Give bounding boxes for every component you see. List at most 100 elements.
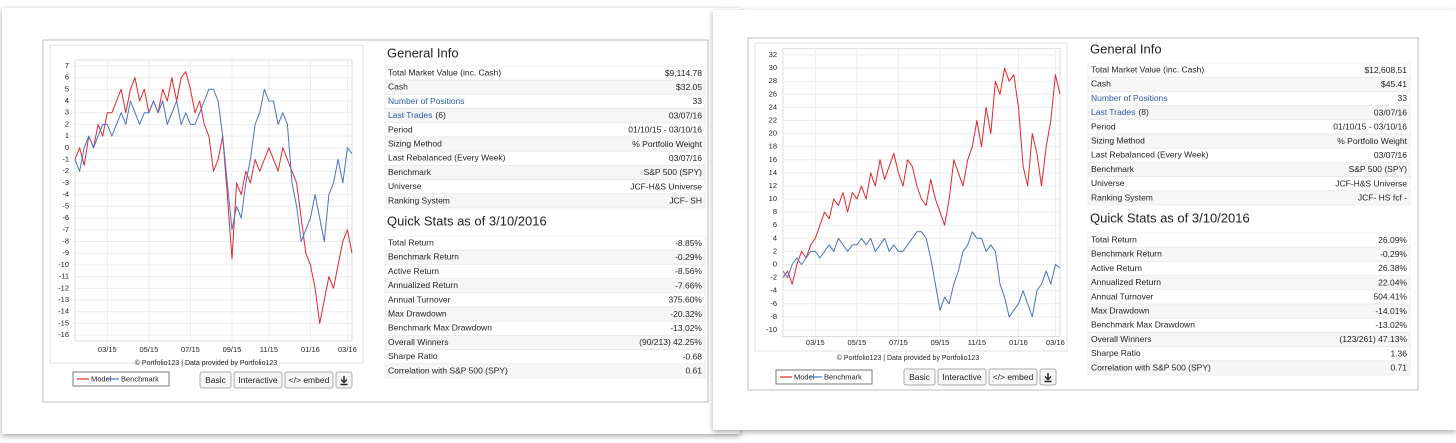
button-label[interactable]: Basic: [909, 372, 931, 382]
link-label[interactable]: Number of Positions: [388, 96, 465, 106]
row-label: Annual Turnover: [1091, 292, 1154, 302]
y-tick-label: -13: [58, 295, 69, 304]
link-value[interactable]: 33: [693, 96, 703, 106]
download-icon[interactable]: [1044, 373, 1052, 383]
table-row: [384, 79, 706, 95]
row-label: Universe: [388, 181, 422, 191]
y-tick-label: 3: [65, 108, 69, 117]
button-frame[interactable]: [199, 371, 232, 389]
button-label[interactable]: </> embed: [289, 375, 330, 385]
legend-label: Benchmark: [824, 372, 862, 381]
row-label: Universe: [1091, 178, 1125, 188]
y-tick-label: 12: [769, 181, 777, 190]
button-frame[interactable]: [903, 368, 936, 386]
button-frame[interactable]: [988, 368, 1038, 386]
link-label[interactable]: Last Trades: [388, 110, 432, 120]
row-label: Max Drawdown: [388, 309, 447, 319]
row-value: -14.01%: [1375, 306, 1407, 316]
button-label[interactable]: Interactive: [942, 372, 981, 382]
button[interactable]: Basic: [903, 368, 936, 386]
x-tick-label: 09/15: [931, 338, 950, 347]
download-button[interactable]: [1039, 368, 1057, 386]
row-label: Period: [388, 125, 413, 135]
y-tick-label: 2: [65, 119, 69, 128]
label-text: Annualized Return: [1091, 277, 1161, 287]
y-tick-label: 32: [769, 50, 777, 59]
label-text: Benchmark Max Drawdown: [388, 323, 492, 333]
row-label: Overall Winners: [1091, 334, 1151, 344]
label-text: Annual Turnover: [1091, 292, 1154, 302]
label-text: Benchmark: [388, 167, 432, 177]
button-frame[interactable]: [937, 368, 987, 386]
y-tick-label: 0: [65, 143, 69, 152]
x-tick-label: 11/15: [260, 345, 278, 354]
section-title: Quick Stats as of 3/10/2016: [1090, 210, 1250, 225]
row-label: Benchmark: [1091, 164, 1135, 174]
label-text: Total Market Value (inc. Cash): [1091, 65, 1204, 75]
button[interactable]: Interactive: [937, 368, 987, 386]
link-value[interactable]: JCF-H&S Universe: [1335, 178, 1407, 188]
label-text: Correlation with S&P 500 (SPY): [1091, 363, 1211, 373]
download-button[interactable]: [335, 371, 353, 389]
row-label: Total Return: [388, 238, 434, 248]
row-value: S&P 500 (SPY): [644, 167, 703, 177]
row-value: % Portfolio Weight: [1337, 136, 1407, 146]
plot-area: [74, 59, 353, 342]
row-value: % Portfolio Weight: [632, 139, 702, 149]
label-text: Total Return: [388, 238, 434, 248]
button[interactable]: </> embed: [988, 368, 1038, 386]
link-value[interactable]: 03/07/16: [1374, 107, 1407, 117]
label-text: Overall Winners: [388, 337, 448, 347]
row-label: Sharpe Ratio: [388, 351, 438, 361]
x-tick-label: 11/15: [968, 338, 986, 347]
label-text: Period: [1091, 122, 1116, 132]
link-value[interactable]: 03/07/16: [669, 110, 702, 120]
row-label: Last Rebalanced (Every Week): [1091, 150, 1209, 160]
label-text: Sizing Method: [388, 139, 442, 149]
y-tick-label: 7: [65, 61, 69, 70]
row-label: Ranking System: [388, 196, 450, 206]
label-text: Overall Winners: [1091, 334, 1151, 344]
label-text: Correlation with S&P 500 (SPY): [388, 366, 508, 376]
row-label: Cash: [388, 82, 408, 92]
y-tick-label: 5: [65, 84, 69, 93]
row-label: Benchmark Max Drawdown: [388, 323, 492, 333]
button-label[interactable]: Interactive: [238, 375, 277, 385]
link-label[interactable]: Number of Positions: [1091, 93, 1168, 103]
button-frame[interactable]: [284, 371, 334, 389]
button[interactable]: Basic: [199, 371, 232, 389]
row-value: 375.60%: [668, 295, 702, 305]
button[interactable]: </> embed: [284, 371, 334, 389]
download-icon[interactable]: [340, 376, 348, 386]
x-tick-label: 01/16: [301, 345, 320, 354]
link-value[interactable]: 33: [1398, 93, 1408, 103]
row-value: -8.85%: [675, 238, 702, 248]
row-value: (123/261) 47.13%: [1339, 334, 1407, 344]
link-value[interactable]: JCF- SH: [669, 196, 702, 206]
label-text: Cash: [388, 82, 408, 92]
row-value: 504.41%: [1373, 292, 1407, 302]
row-value: -8.56%: [675, 266, 702, 276]
row-value: $12,608.51: [1364, 65, 1407, 75]
row-value: -0.29%: [675, 252, 702, 262]
y-tick-label: -12: [58, 283, 69, 292]
row-value: -0.29%: [1380, 249, 1407, 259]
button-frame[interactable]: [233, 371, 283, 389]
button[interactable]: Interactive: [233, 371, 283, 389]
label-text: Universe: [388, 181, 422, 191]
row-label: Total Market Value (inc. Cash): [1091, 65, 1204, 75]
y-tick-label: -10: [58, 260, 69, 269]
link-label[interactable]: Last Trades: [1091, 107, 1135, 117]
button-label[interactable]: Basic: [205, 375, 227, 385]
link-value[interactable]: JCF- HS fcf -: [1358, 193, 1407, 203]
panel: -10-8-6-4-202468101214161820222426283032…: [713, 10, 1456, 430]
section-title: General Info: [387, 45, 459, 60]
x-tick-label: 07/15: [181, 345, 200, 354]
button-label[interactable]: </> embed: [993, 372, 1034, 382]
row-value: -0.68: [683, 351, 703, 361]
label-text: Total Market Value (inc. Cash): [388, 68, 501, 78]
legend-label: Model: [794, 372, 815, 381]
row-label: Benchmark Max Drawdown: [1091, 320, 1195, 330]
link-value[interactable]: JCF-H&S Universe: [630, 181, 702, 191]
label-text: Ranking System: [1091, 193, 1153, 203]
